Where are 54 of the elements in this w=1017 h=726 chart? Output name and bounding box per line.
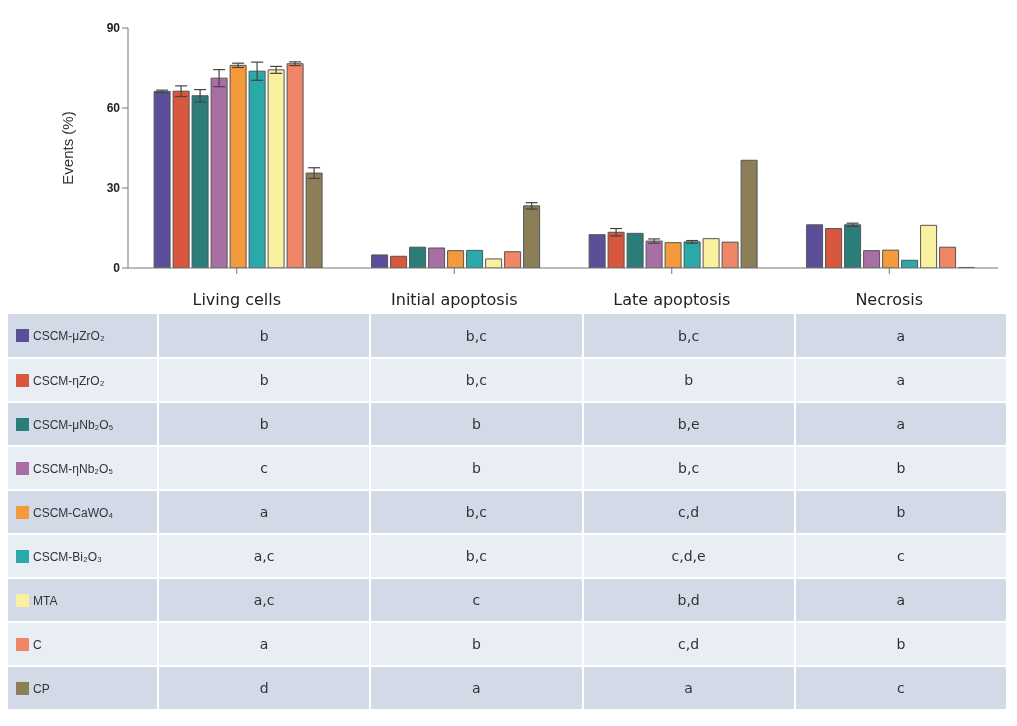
y-axis-title: Events (%) <box>59 111 77 185</box>
y-tick-label: 30 <box>106 181 121 196</box>
y-tick-label: 90 <box>106 21 121 36</box>
x-tick-label: Living cells <box>192 290 282 310</box>
x-tick-label: Necrosis <box>855 290 924 310</box>
data-label: b,e <box>582 402 795 446</box>
data-label: a <box>794 314 1007 358</box>
data-label: d <box>158 666 371 710</box>
legend-label: CSCM-ηZrO₂ <box>33 373 105 388</box>
legend-label: MTA <box>33 593 58 608</box>
x-tick-label: Late apoptosis <box>613 290 731 310</box>
data-label: c <box>158 446 371 490</box>
data-label: a,c <box>158 578 371 622</box>
x-tick-label: Initial apoptosis <box>391 290 518 310</box>
y-tick-label: 60 <box>106 101 121 116</box>
legend-label: CSCM-μZrO₂ <box>33 328 105 343</box>
data-label: a <box>794 358 1007 402</box>
y-tick-label: 0 <box>113 261 121 276</box>
data-label: b <box>582 358 795 402</box>
data-label: c,d <box>582 490 795 534</box>
data-label: c <box>794 666 1007 710</box>
data-label: b <box>370 446 583 490</box>
data-label: c,d,e <box>582 534 795 578</box>
data-label: c,d <box>582 622 795 666</box>
data-label: b <box>158 358 371 402</box>
data-label: b <box>158 402 371 446</box>
data-label: a,c <box>158 534 371 578</box>
data-label: b,c <box>582 446 795 490</box>
data-label: b,c <box>370 534 583 578</box>
data-label: b,c <box>370 490 583 534</box>
data-label: b <box>794 622 1007 666</box>
data-label: a <box>158 490 371 534</box>
legend-label: CP <box>33 681 50 696</box>
legend-label: CSCM-Bi₂O₃ <box>33 549 102 564</box>
data-label: a <box>794 578 1007 622</box>
data-label: b,d <box>582 578 795 622</box>
legend-label: CSCM-ηNb₂O₅ <box>33 461 114 476</box>
data-label: c <box>370 578 583 622</box>
data-label: b <box>794 446 1007 490</box>
data-label: c <box>794 534 1007 578</box>
data-label: a <box>794 402 1007 446</box>
data-label: a <box>370 666 583 710</box>
data-label: b,c <box>370 358 583 402</box>
legend-label: CSCM-CaWO₄ <box>33 505 114 520</box>
data-label: a <box>158 622 371 666</box>
data-label: b <box>370 622 583 666</box>
legend-label: CSCM-μNb₂O₅ <box>33 417 114 432</box>
data-label: a <box>582 666 795 710</box>
data-label: b,c <box>582 314 795 358</box>
data-label: b <box>370 402 583 446</box>
legend-label: C <box>33 637 42 652</box>
data-label: b <box>794 490 1007 534</box>
data-label: b <box>158 314 371 358</box>
data-label: b,c <box>370 314 583 358</box>
